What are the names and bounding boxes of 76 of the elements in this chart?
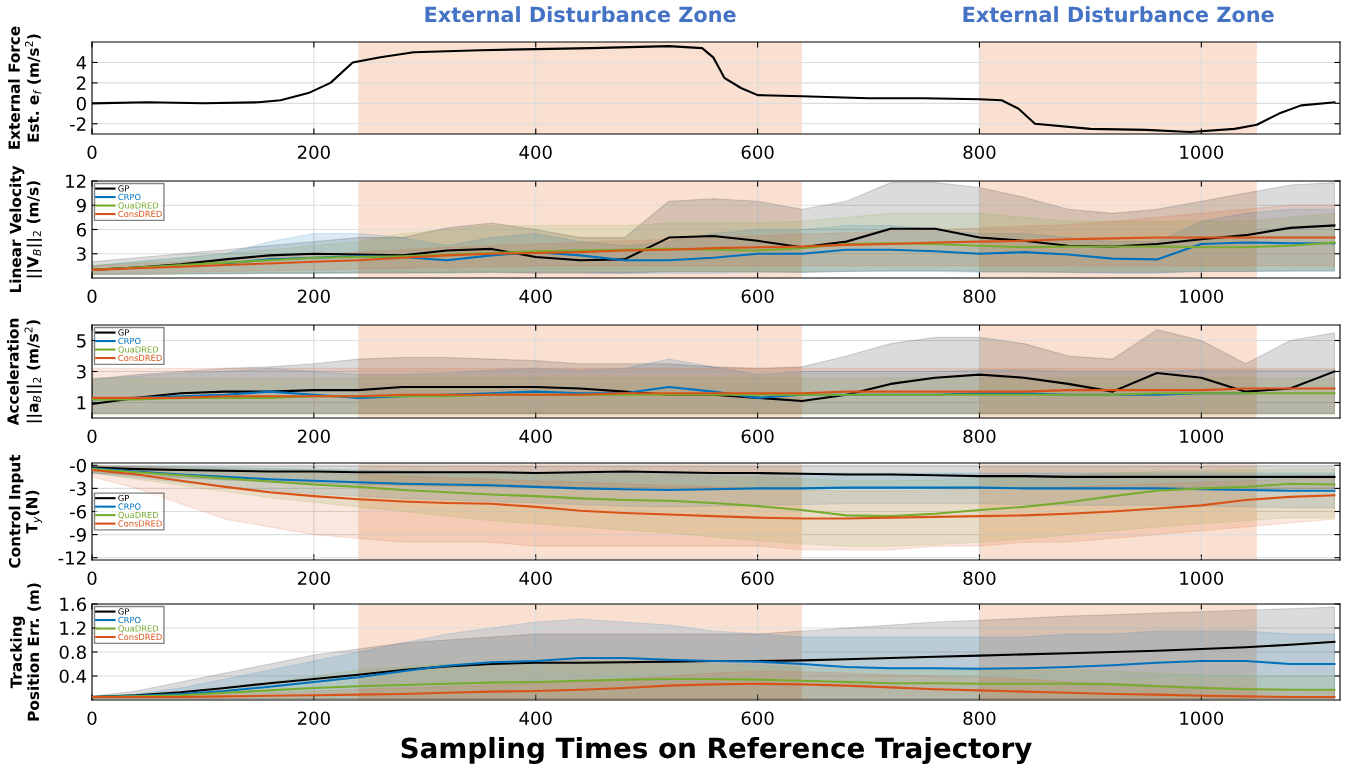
legend-label: CRPO — [118, 193, 141, 201]
y-tick-label: 3 — [77, 247, 86, 261]
x-tick-label: 0 — [87, 429, 97, 444]
legend-label: QuaDRED — [118, 346, 159, 354]
y-tick-label: 5 — [77, 334, 86, 348]
x-tick-label: 0 — [87, 711, 97, 726]
y-tick-label: 6 — [76, 222, 86, 237]
x-tick-label: 0 — [87, 145, 97, 160]
y-tick-label: 1.6 — [60, 597, 86, 612]
y-tick-label: -3 — [70, 481, 86, 496]
y-axis-title: External Force Est. e$_{f}$ (m/s$^{2}$) — [8, 26, 42, 149]
legend-label: CRPO — [118, 337, 141, 345]
y-tick-label: -0 — [70, 458, 86, 473]
y-tick-label: 1 — [77, 396, 86, 410]
x-tick-label: 400 — [519, 145, 552, 160]
x-tick-label: 200 — [297, 289, 330, 304]
x-tick-label: 600 — [741, 711, 774, 726]
x-tick-label: 800 — [963, 145, 996, 160]
x-tick-label: 800 — [963, 289, 996, 304]
x-tick-label: 0 — [87, 571, 97, 586]
y-tick-label: 0.8 — [59, 645, 86, 660]
text: CRPO — [118, 616, 141, 624]
y-axis-title: Control Input T$_{y}$(N) — [8, 454, 43, 568]
legend-label: ConsDRED — [118, 633, 162, 641]
y-tick-label: -2 — [70, 117, 86, 131]
legend-label: GP — [118, 185, 130, 192]
x-tick-label: 1000 — [1180, 571, 1224, 586]
x-tick-label: 200 — [297, 711, 330, 726]
y-tick-label: 0.4 — [59, 669, 87, 684]
x-tick-label: 1000 — [1180, 429, 1224, 444]
y-tick-label: 9 — [76, 198, 86, 213]
legend-label: GP — [118, 494, 130, 502]
legend-label: CRPO — [118, 503, 141, 510]
legend-label: QuaDRED — [118, 511, 159, 520]
legend-label: ConsDRED — [118, 354, 162, 362]
x-tick-label: 200 — [297, 145, 330, 160]
legend-label: GP — [118, 329, 130, 336]
y-tick-label: -6 — [70, 504, 86, 519]
y-axis-title: Linear Velocity ||V$_{B}$||$_{2}$ (m/s) — [9, 165, 42, 293]
x-axis-title: Sampling Times on Reference Trajectory — [401, 736, 1032, 765]
x-tick-label: 600 — [741, 429, 774, 444]
y-axis-title: Tracking Position Err. (m) — [10, 583, 41, 721]
text: GP — [118, 608, 130, 615]
x-tick-label: 800 — [963, 571, 996, 586]
x-tick-label: 200 — [297, 429, 330, 444]
y-tick-label: 1.2 — [60, 621, 86, 635]
y-tick-label: -12 — [58, 551, 86, 565]
y-tick-label: 12 — [66, 174, 86, 188]
x-tick-label: 600 — [741, 145, 774, 160]
x-tick-label: 0 — [87, 289, 97, 304]
legend-label: QuaDRED — [118, 202, 159, 210]
y-tick-label: 4 — [76, 56, 87, 70]
x-tick-label: 1000 — [1180, 145, 1224, 160]
band-label: External Disturbance Zone — [425, 6, 736, 23]
y-tick-label: 0 — [76, 96, 86, 111]
x-tick-label: 200 — [297, 571, 330, 586]
line-series — [92, 682, 1336, 699]
y-tick-label: 2 — [76, 76, 86, 90]
x-tick-label: 400 — [519, 289, 552, 304]
x-tick-label: 1000 — [1180, 289, 1224, 304]
text: QuaDRED — [118, 625, 159, 633]
y-tick-label: 3 — [77, 364, 86, 379]
y-tick-label: -9 — [70, 528, 86, 542]
line-series — [92, 387, 1336, 399]
x-tick-label: 600 — [741, 571, 774, 586]
x-tick-label: 400 — [519, 429, 552, 444]
y-axis-title: Acceleration ||a$_{B}$||$_{2}$ (m/s$^{2}$) — [6, 318, 42, 426]
x-tick-label: 600 — [741, 289, 774, 304]
x-tick-label: 1000 — [1180, 711, 1224, 726]
x-tick-label: 400 — [519, 571, 552, 586]
x-tick-label: 400 — [519, 711, 552, 726]
legend-label: ConsDRED — [118, 520, 162, 527]
x-tick-label: 800 — [963, 429, 996, 444]
band-label: External Disturbance Zone — [963, 6, 1274, 23]
legend-label: ConsDRED — [118, 210, 162, 218]
x-tick-label: 800 — [963, 711, 996, 726]
